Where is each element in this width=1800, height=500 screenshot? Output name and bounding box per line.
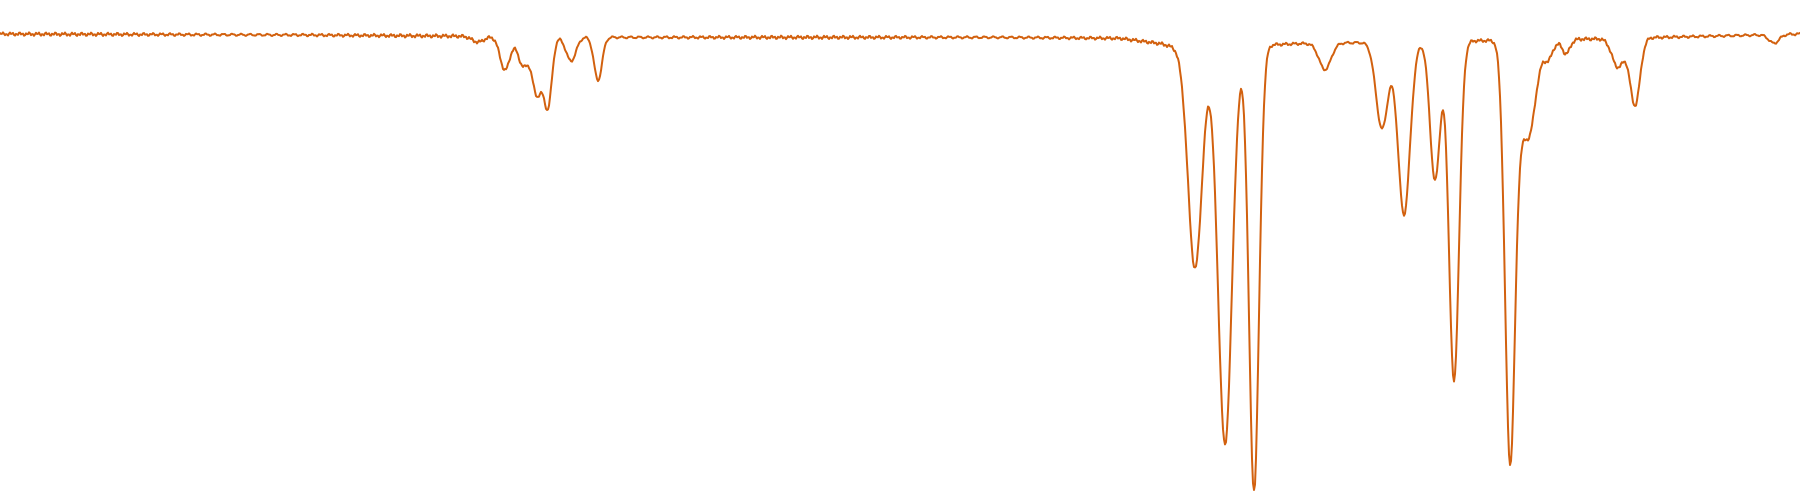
spectrum-series-line bbox=[0, 31, 1800, 491]
